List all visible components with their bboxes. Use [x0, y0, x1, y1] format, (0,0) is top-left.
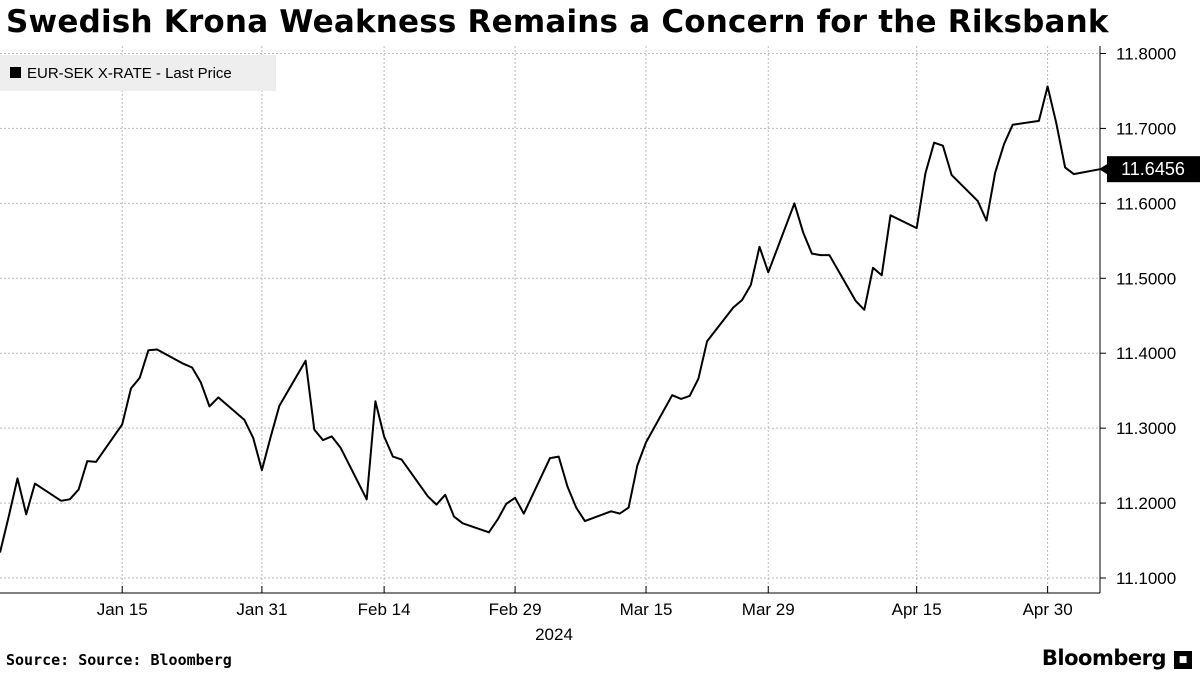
y-tick-label: 11.7000 — [1116, 119, 1176, 138]
x-tick-label: Apr 30 — [1023, 600, 1073, 619]
y-tick-label: 11.4000 — [1116, 344, 1176, 363]
y-tick-label: 11.2000 — [1116, 494, 1176, 513]
y-tick-label: 11.5000 — [1116, 269, 1176, 288]
last-value-pointer — [1099, 164, 1107, 175]
x-year-label: 2024 — [535, 625, 573, 644]
last-value-badge — [1107, 156, 1200, 183]
x-tick-label: Apr 15 — [892, 600, 942, 619]
bloomberg-logo: Bloomberg — [1041, 646, 1167, 670]
source-note: Source: Source: Bloomberg — [6, 651, 232, 669]
x-tick-label: Feb 29 — [489, 600, 542, 619]
legend-label: EUR-SEK X-RATE - Last Price — [27, 65, 232, 82]
x-tick-label: Mar 29 — [742, 600, 795, 619]
x-tick-label: Jan 31 — [236, 600, 287, 619]
y-tick-label: 11.1000 — [1116, 569, 1176, 588]
y-tick-label: 11.8000 — [1116, 44, 1176, 63]
x-tick-label: Jan 15 — [97, 600, 148, 619]
legend-swatch — [10, 67, 21, 78]
series-line — [0, 85, 1101, 553]
chart-title: Swedish Krona Weakness Remains a Concern… — [6, 4, 1109, 40]
legend-box — [0, 55, 276, 91]
x-tick-label: Mar 15 — [620, 600, 673, 619]
y-tick-label: 11.6000 — [1116, 194, 1176, 213]
last-value-label: 11.6456 — [1121, 159, 1185, 179]
bloomberg-mark-icon: ■ — [1174, 651, 1192, 669]
y-tick-label: 11.3000 — [1116, 419, 1176, 438]
x-tick-label: Feb 14 — [358, 600, 411, 619]
